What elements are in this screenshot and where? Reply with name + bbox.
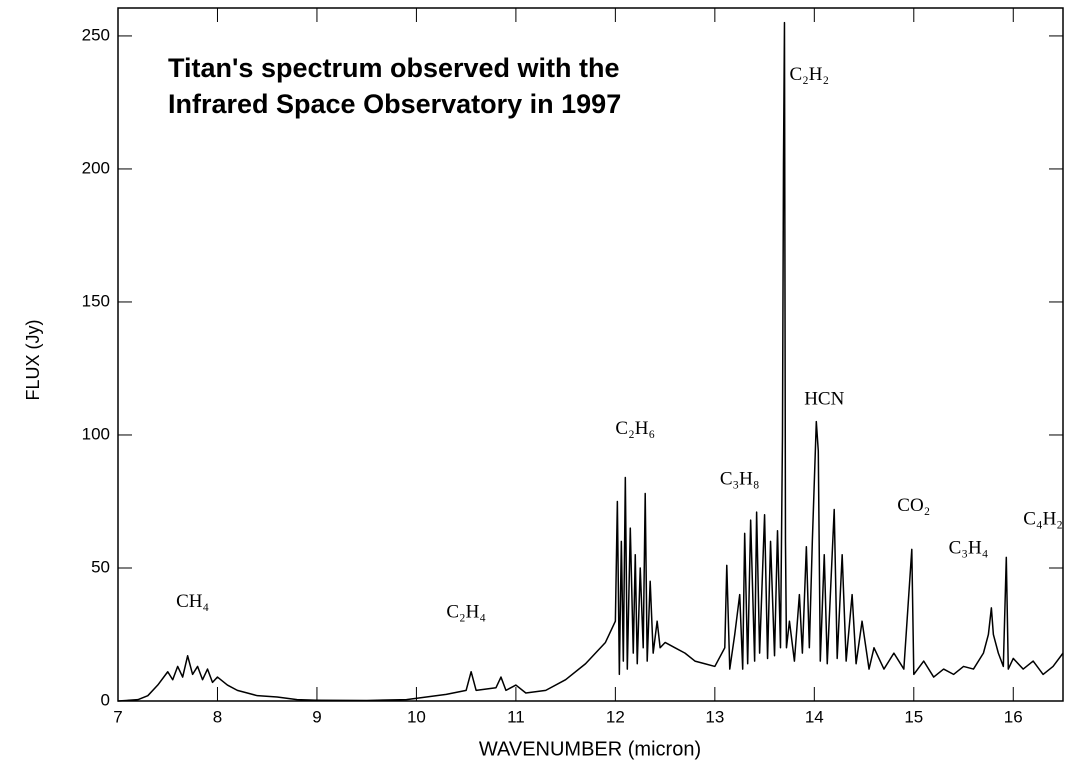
annotation: C₃H₄ (949, 538, 989, 559)
x-tick-label: 12 (606, 707, 625, 726)
spectrum-line (117, 21, 1064, 702)
annotation: C₂H₄ (446, 602, 486, 623)
x-tick-label: 10 (407, 707, 426, 726)
x-tick-label: 11 (507, 707, 525, 726)
x-tick-label: 16 (1004, 707, 1023, 726)
annotation: C₃H₈ (720, 469, 760, 490)
annotation: C₂H₆ (615, 418, 655, 439)
annotation: CH₄ (176, 591, 209, 612)
x-tick-label: 8 (213, 707, 222, 726)
x-tick-label: 13 (705, 707, 724, 726)
y-axis-label: FLUX (Jy) (23, 320, 43, 401)
y-tick-label: 50 (91, 557, 110, 576)
x-tick-label: 9 (312, 707, 321, 726)
y-tick-label: 200 (82, 158, 110, 177)
chart-title-line: Infrared Space Observatory in 1997 (168, 89, 621, 119)
x-tick-label: 7 (113, 707, 122, 726)
annotation: C₂H₂ (790, 64, 830, 85)
plot-frame (117, 7, 1064, 702)
y-tick-label: 100 (82, 424, 110, 443)
x-tick-label: 14 (805, 707, 824, 726)
y-tick-label: 150 (82, 291, 110, 310)
x-axis-label: WAVENUMBER (micron) (479, 738, 701, 760)
x-tick-label: 15 (904, 707, 923, 726)
y-tick-label: 250 (82, 25, 110, 44)
annotation: CO₂ (897, 495, 930, 516)
chart-title-line: Titan's spectrum observed with the (168, 53, 620, 83)
annotation: C₄H₂ (1023, 508, 1063, 529)
y-tick-label: 0 (101, 690, 110, 709)
annotation: HCN (804, 389, 844, 410)
